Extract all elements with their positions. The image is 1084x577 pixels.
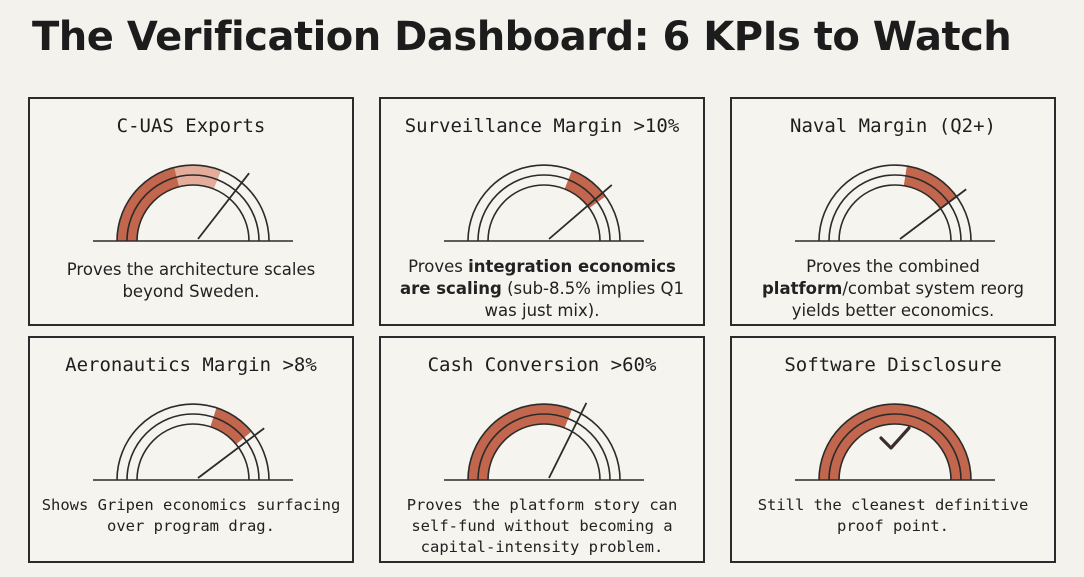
kpi-description-emphasis: platform xyxy=(762,279,843,298)
kpi-grid: C-UAS Exports Proves the architecture sc… xyxy=(28,97,1056,563)
gauge-arc xyxy=(116,403,270,481)
kpi-card-surveillance-margin: Surveillance Margin >10% Proves integrat… xyxy=(379,97,705,326)
kpi-title: Naval Margin (Q2+) xyxy=(790,115,996,137)
gauge-arc xyxy=(477,174,611,242)
gauge-arc xyxy=(467,403,621,481)
gauge-icon xyxy=(93,164,293,242)
gauge-arc xyxy=(136,184,250,242)
kpi-card-software-disclosure: Software Disclosure Still the cleanest d… xyxy=(730,336,1056,563)
kpi-description: Proves the platform story can self-fund … xyxy=(391,495,693,558)
gauge-arc xyxy=(126,174,260,242)
gauge-fill xyxy=(903,165,957,209)
kpi-card-aeronautics-margin: Aeronautics Margin >8% Shows Gripen econ… xyxy=(28,336,354,563)
kpi-title: Cash Conversion >60% xyxy=(427,354,657,376)
kpi-description-text: Proves xyxy=(408,257,469,276)
gauge-needle xyxy=(899,188,967,240)
kpi-description-text: Proves the architecture scales beyond Sw… xyxy=(66,260,316,301)
gauge-icon xyxy=(93,403,293,481)
gauge-needle xyxy=(548,402,588,479)
kpi-card-c-uas-exports: C-UAS Exports Proves the architecture sc… xyxy=(28,97,354,326)
gauge-arc xyxy=(828,413,962,481)
kpi-description-text: Proves the platform story can self-fund … xyxy=(406,496,678,556)
kpi-title: Surveillance Margin >10% xyxy=(404,115,680,137)
check-icon xyxy=(879,426,911,450)
gauge-arc xyxy=(828,174,962,242)
kpi-description: Proves the combined platform/combat syst… xyxy=(742,256,1044,322)
kpi-description-emphasis: integration economics are scaling xyxy=(400,257,676,298)
gauge-arc xyxy=(477,413,611,481)
kpi-title: C-UAS Exports xyxy=(116,115,266,137)
gauge-arc xyxy=(487,184,601,242)
kpi-description-text: /combat system reorg yields better econo… xyxy=(791,279,1024,320)
gauge-arc xyxy=(467,164,621,242)
kpi-title: Aeronautics Margin >8% xyxy=(65,354,317,376)
kpi-description: Shows Gripen economics surfacing over pr… xyxy=(40,495,342,537)
kpi-description: Proves the architecture scales beyond Sw… xyxy=(40,259,342,303)
kpi-description-text: Proves the combined xyxy=(806,257,980,276)
gauge-arc xyxy=(126,413,260,481)
kpi-description: Still the cleanest definitive proof poin… xyxy=(742,495,1044,537)
gauge-arc xyxy=(136,423,250,481)
kpi-description-text: Shows Gripen economics surfacing over pr… xyxy=(41,496,341,535)
gauge-icon xyxy=(795,403,995,481)
gauge-icon xyxy=(795,164,995,242)
kpi-description-text: (sub-8.5% implies Q1 was just mix). xyxy=(484,279,684,320)
gauge-icon xyxy=(444,402,644,481)
kpi-card-cash-conversion: Cash Conversion >60% Proves the platform… xyxy=(379,336,705,563)
gauge-arc xyxy=(838,184,952,242)
gauge-fill xyxy=(819,404,971,480)
gauge-arc xyxy=(487,423,601,481)
page-title: The Verification Dashboard: 6 KPIs to Wa… xyxy=(32,14,1012,60)
gauge-fill-highlight xyxy=(174,165,221,189)
gauge-needle xyxy=(197,427,265,479)
gauge-arc xyxy=(116,164,270,242)
gauge-needle xyxy=(548,184,613,240)
gauge-icon xyxy=(444,164,644,242)
kpi-title: Software Disclosure xyxy=(784,354,1002,376)
kpi-description-text: Still the cleanest definitive proof poin… xyxy=(757,496,1029,535)
gauge-arc xyxy=(818,164,972,242)
gauge-arc xyxy=(838,423,952,481)
gauge-arc xyxy=(818,403,972,481)
kpi-card-naval-margin: Naval Margin (Q2+) Proves the combined p… xyxy=(730,97,1056,326)
kpi-description: Proves integration economics are scaling… xyxy=(391,256,693,322)
gauge-needle xyxy=(197,172,250,240)
